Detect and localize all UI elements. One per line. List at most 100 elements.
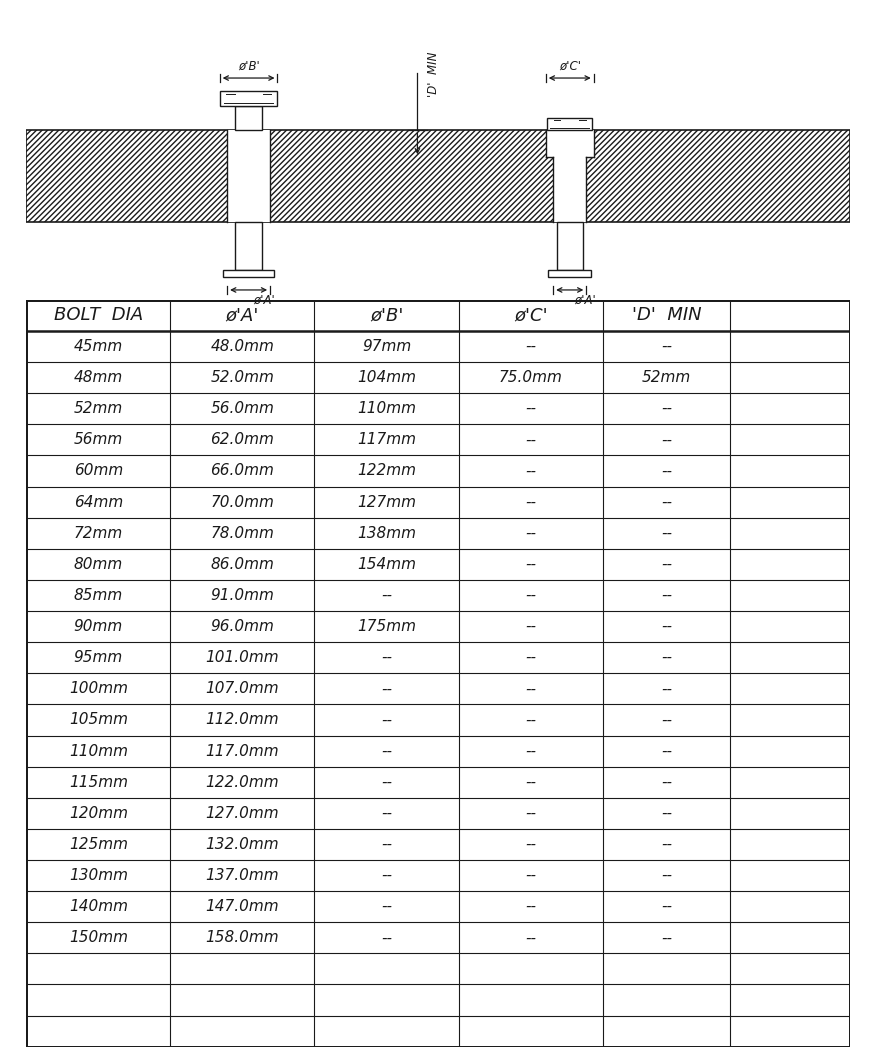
Text: --: -- <box>381 650 392 665</box>
Text: --: -- <box>525 494 536 509</box>
Text: 64mm: 64mm <box>74 494 123 509</box>
Text: --: -- <box>525 682 536 696</box>
Text: --: -- <box>661 930 672 946</box>
Text: 86.0mm: 86.0mm <box>210 557 274 572</box>
Text: ø'C': ø'C' <box>559 60 581 73</box>
Bar <box>548 269 591 277</box>
Text: 105mm: 105mm <box>69 712 128 728</box>
Text: 127.0mm: 127.0mm <box>206 806 279 821</box>
Text: 100mm: 100mm <box>69 682 128 696</box>
Text: 130mm: 130mm <box>69 868 128 883</box>
Text: 62.0mm: 62.0mm <box>210 432 274 447</box>
Text: --: -- <box>525 339 536 355</box>
Text: 'D'  MIN: 'D' MIN <box>427 52 441 97</box>
Text: 117.0mm: 117.0mm <box>206 744 279 758</box>
Text: --: -- <box>381 774 392 790</box>
Bar <box>236 130 262 222</box>
Text: --: -- <box>661 899 672 914</box>
Text: --: -- <box>661 494 672 509</box>
Bar <box>223 269 274 277</box>
Text: 56mm: 56mm <box>74 432 123 447</box>
Text: BOLT  DIA: BOLT DIA <box>53 306 143 324</box>
Text: --: -- <box>661 774 672 790</box>
Text: 137.0mm: 137.0mm <box>206 868 279 883</box>
Text: --: -- <box>661 526 672 541</box>
Bar <box>26 130 850 222</box>
Bar <box>546 130 594 157</box>
Text: --: -- <box>525 774 536 790</box>
Text: 90mm: 90mm <box>74 619 123 634</box>
Text: --: -- <box>525 401 536 417</box>
Text: ø'A': ø'A' <box>253 294 274 307</box>
Text: 147.0mm: 147.0mm <box>206 899 279 914</box>
Text: 70.0mm: 70.0mm <box>210 494 274 509</box>
Text: ø'B': ø'B' <box>237 60 259 73</box>
Text: 138mm: 138mm <box>357 526 416 541</box>
Text: 45mm: 45mm <box>74 339 123 355</box>
Text: 80mm: 80mm <box>74 557 123 572</box>
Text: --: -- <box>525 557 536 572</box>
Text: 122mm: 122mm <box>357 464 416 479</box>
Text: 'D'  MIN: 'D' MIN <box>632 306 702 324</box>
Text: --: -- <box>525 806 536 821</box>
Bar <box>556 222 583 269</box>
Text: 175mm: 175mm <box>357 619 416 634</box>
Text: --: -- <box>525 619 536 634</box>
Text: 52.0mm: 52.0mm <box>210 370 274 385</box>
Text: --: -- <box>661 401 672 417</box>
Text: --: -- <box>525 526 536 541</box>
Text: --: -- <box>525 744 536 758</box>
Text: 48mm: 48mm <box>74 370 123 385</box>
Text: 48.0mm: 48.0mm <box>210 339 274 355</box>
Text: 52mm: 52mm <box>74 401 123 417</box>
Text: 101.0mm: 101.0mm <box>206 650 279 665</box>
Text: --: -- <box>661 588 672 603</box>
Text: --: -- <box>381 712 392 728</box>
Text: --: -- <box>381 899 392 914</box>
Text: ø'B': ø'B' <box>370 306 403 324</box>
Text: --: -- <box>661 744 672 758</box>
Text: --: -- <box>661 557 672 572</box>
Text: 132.0mm: 132.0mm <box>206 837 279 852</box>
Text: --: -- <box>381 837 392 852</box>
Text: 120mm: 120mm <box>69 806 128 821</box>
Text: --: -- <box>525 588 536 603</box>
Text: 154mm: 154mm <box>357 557 416 572</box>
Text: --: -- <box>381 930 392 946</box>
Text: --: -- <box>381 868 392 883</box>
Text: 127mm: 127mm <box>357 494 416 509</box>
Text: 150mm: 150mm <box>69 930 128 946</box>
Text: 56.0mm: 56.0mm <box>210 401 274 417</box>
Text: --: -- <box>381 682 392 696</box>
Text: --: -- <box>381 588 392 603</box>
Text: --: -- <box>661 682 672 696</box>
Bar <box>236 222 262 269</box>
Text: --: -- <box>661 339 672 355</box>
Bar <box>554 157 586 222</box>
Text: --: -- <box>661 619 672 634</box>
Text: 115mm: 115mm <box>69 774 128 790</box>
Text: --: -- <box>525 837 536 852</box>
Text: 75.0mm: 75.0mm <box>498 370 562 385</box>
Text: --: -- <box>661 464 672 479</box>
Text: --: -- <box>525 868 536 883</box>
Bar <box>236 106 262 130</box>
Text: 78.0mm: 78.0mm <box>210 526 274 541</box>
Text: --: -- <box>661 712 672 728</box>
Text: 110mm: 110mm <box>69 744 128 758</box>
Text: --: -- <box>525 899 536 914</box>
Text: --: -- <box>661 837 672 852</box>
Text: 107.0mm: 107.0mm <box>206 682 279 696</box>
Text: 72mm: 72mm <box>74 526 123 541</box>
Text: --: -- <box>381 806 392 821</box>
Text: 52mm: 52mm <box>642 370 691 385</box>
Text: 117mm: 117mm <box>357 432 416 447</box>
Text: 95mm: 95mm <box>74 650 123 665</box>
Text: 104mm: 104mm <box>357 370 416 385</box>
Text: ø'C': ø'C' <box>514 306 548 324</box>
Text: --: -- <box>661 650 672 665</box>
Text: --: -- <box>661 432 672 447</box>
Text: 97mm: 97mm <box>362 339 411 355</box>
Bar <box>227 130 270 222</box>
Text: 125mm: 125mm <box>69 837 128 852</box>
